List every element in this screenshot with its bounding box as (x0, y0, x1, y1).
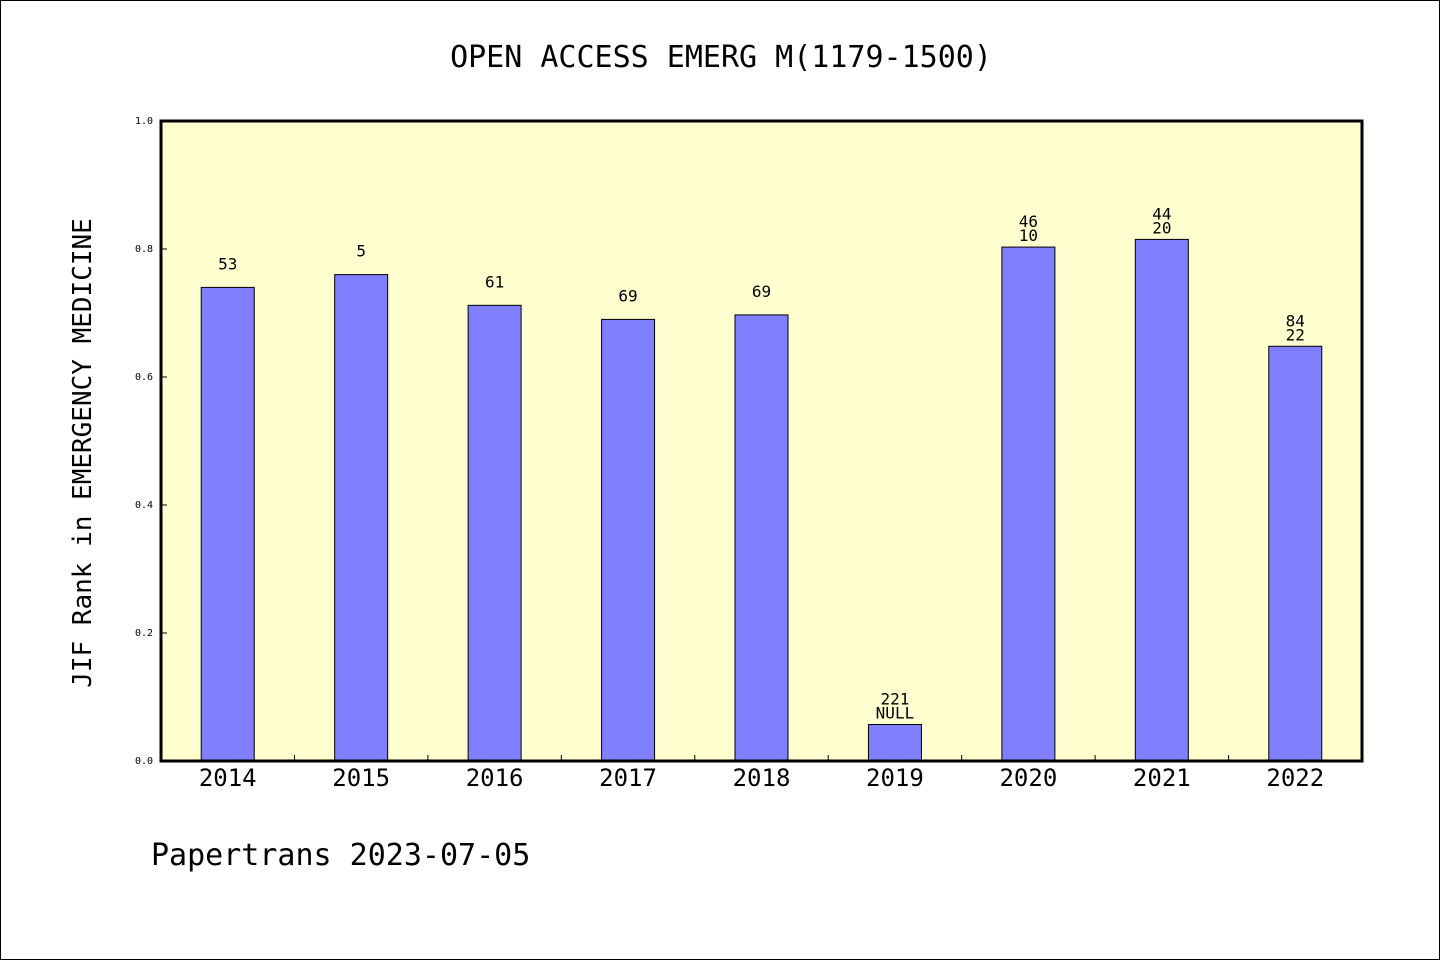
plot-border (159, 119, 1364, 763)
y-tick-label: 0.4 (135, 500, 153, 511)
bar-value-label: 10 (1019, 226, 1038, 245)
bar-value-label: 84 (1286, 311, 1305, 330)
bar-2016 (467, 304, 522, 762)
y-tick-label: 0.2 (135, 628, 153, 639)
x-tick-label: 2017 (599, 764, 657, 792)
chart-title: OPEN ACCESS EMERG M(1179-1500) (450, 40, 992, 75)
bar-value-label: 46 (1019, 212, 1038, 231)
x-tick-label: 2022 (1266, 764, 1324, 792)
bar-value-label: NULL (876, 704, 915, 723)
bar-2018 (734, 314, 789, 762)
bar-value-label: 69 (752, 282, 771, 301)
bar-value-label: 20 (1152, 218, 1171, 237)
bar-value-label: 53 (218, 254, 237, 273)
y-tick-label: 0.6 (135, 372, 153, 383)
bar-2015 (334, 274, 389, 762)
bar-value-label: 69 (618, 286, 637, 305)
bar-2021 (1134, 238, 1189, 762)
footer-text: Papertrans 2023-07-05 (151, 838, 530, 873)
x-axis-ticks: 2014 2015 2016 2017 2018 2019 2020 2021 2022 (199, 755, 1324, 792)
bar-2019 (867, 724, 922, 762)
x-tick-label: 2016 (466, 764, 524, 792)
x-tick-label: 2018 (733, 764, 791, 792)
x-tick-label: 2021 (1133, 764, 1191, 792)
bar-value-label: 61 (485, 272, 504, 291)
x-tick-label: 2020 (999, 764, 1057, 792)
y-tick-label: 0.8 (135, 244, 153, 255)
x-tick-label: 2015 (332, 764, 390, 792)
y-axis-label: JIF Rank in EMERGENCY MEDICINE (68, 218, 98, 688)
x-tick-label: 2014 (199, 764, 257, 792)
bar-2017 (601, 318, 656, 762)
bar-value-label: 22 (1286, 325, 1305, 344)
x-tick-label: 2019 (866, 764, 924, 792)
y-tick-label: 0.0 (135, 756, 153, 767)
bar-2020 (1001, 246, 1056, 762)
y-tick-label: 1.0 (135, 116, 153, 127)
bar-value-label: 221 (880, 690, 909, 709)
bar-2022 (1268, 345, 1323, 762)
bar-value-label: 44 (1152, 204, 1171, 223)
bar-value-label: 5 (356, 242, 366, 261)
bar-2014 (200, 286, 255, 762)
